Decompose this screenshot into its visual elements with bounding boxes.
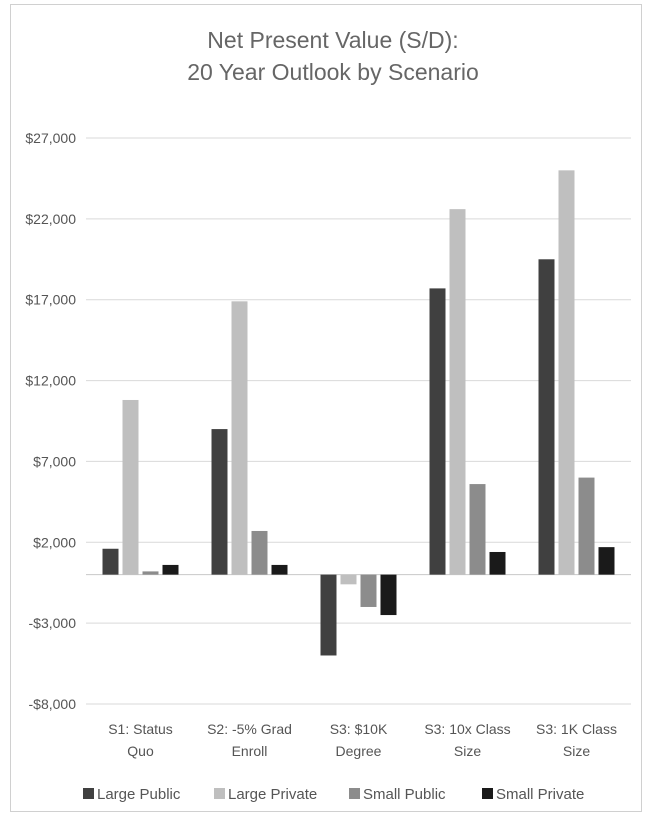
bar-large-private-cat-3 — [340, 574, 357, 585]
bar-small-private-cat-1 — [162, 564, 179, 575]
y-tick-label: $22,000 — [25, 211, 76, 227]
y-axis-ticks: $27,000 $22,000 $17,000 $12,000 $7,000 $2,000… — [25, 130, 76, 712]
chart-title: Net Present Value (S/D): 20 Year Outlook … — [187, 27, 479, 85]
x-category-label: S3: 1K Class — [536, 721, 617, 737]
x-category-label: Size — [563, 743, 590, 759]
bar-small-private-cat-3 — [380, 574, 397, 616]
bar-small-public-cat-1 — [142, 571, 159, 575]
legend-swatch-large-public — [83, 788, 94, 799]
x-category-label: Size — [454, 743, 481, 759]
x-category-label: Quo — [127, 743, 154, 759]
bar-chart: Net Present Value (S/D): 20 Year Outlook … — [25, 27, 631, 803]
bar-large-public-cat-1 — [102, 548, 119, 575]
y-tick-label: -$3,000 — [29, 615, 77, 631]
y-tick-label: -$8,000 — [29, 696, 77, 712]
legend-label-large-private: Large Private — [228, 786, 317, 803]
bar-small-public-cat-5 — [578, 477, 595, 575]
bar-small-private-cat-5 — [598, 547, 615, 575]
bars — [102, 170, 615, 656]
x-category-label: S1: Status — [108, 721, 173, 737]
y-tick-label: $2,000 — [33, 534, 76, 550]
bar-large-public-cat-4 — [429, 288, 446, 575]
bar-small-public-cat-2 — [251, 530, 268, 575]
x-category-label: Degree — [336, 743, 382, 759]
legend-label-large-public: Large Public — [97, 786, 181, 803]
y-tick-label: $17,000 — [25, 292, 76, 308]
bar-large-private-cat-4 — [449, 209, 466, 575]
bar-large-public-cat-2 — [211, 429, 228, 575]
bar-small-public-cat-4 — [469, 484, 486, 575]
x-category-label: S2: -5% Grad — [207, 721, 292, 737]
bar-large-private-cat-5 — [558, 170, 575, 575]
y-tick-label: $7,000 — [33, 453, 76, 469]
legend-label-small-public: Small Public — [363, 786, 446, 803]
bar-small-private-cat-4 — [489, 551, 506, 575]
chart-title-line: Net Present Value (S/D): — [207, 27, 458, 53]
bar-large-public-cat-5 — [538, 259, 555, 575]
legend: Large Public Large Private Small Public Sma… — [83, 786, 584, 803]
chart-title-line: 20 Year Outlook by Scenario — [187, 59, 479, 85]
bar-large-public-cat-3 — [320, 574, 337, 656]
gridlines — [86, 137, 631, 705]
x-category-label: S3: 10x Class — [424, 721, 510, 737]
legend-swatch-small-public — [349, 788, 360, 799]
bar-small-private-cat-2 — [271, 564, 288, 575]
y-tick-label: $27,000 — [25, 130, 76, 146]
legend-swatch-large-private — [214, 788, 225, 799]
legend-label-small-private: Small Private — [496, 786, 584, 803]
x-axis-categories: S1: Status Quo S2: -5% Grad Enroll S3: $10K D… — [108, 721, 617, 759]
y-tick-label: $12,000 — [25, 373, 76, 389]
x-category-label: S3: $10K — [330, 721, 388, 737]
legend-swatch-small-private — [482, 788, 493, 799]
bar-large-private-cat-2 — [231, 301, 248, 575]
bar-large-private-cat-1 — [122, 399, 139, 575]
chart-frame: Net Present Value (S/D): 20 Year Outlook … — [10, 4, 642, 812]
x-category-label: Enroll — [232, 743, 268, 759]
bar-small-public-cat-3 — [360, 574, 377, 607]
